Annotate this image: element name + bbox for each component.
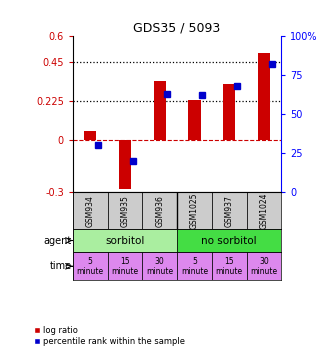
Text: no sorbitol: no sorbitol [201,236,257,246]
Text: 30
minute: 30 minute [251,257,277,276]
Legend: log ratio, percentile rank within the sample: log ratio, percentile rank within the sa… [31,323,188,349]
Text: GSM1024: GSM1024 [260,192,268,229]
Bar [84,131,96,140]
Bar [247,192,281,229]
Bar [212,192,247,229]
Text: 30
minute: 30 minute [146,257,173,276]
Bar [212,252,247,280]
Text: GSM937: GSM937 [225,195,234,226]
Bar [108,252,142,280]
Bar [177,229,281,252]
Bar [119,140,131,189]
Bar [142,192,177,229]
Bar [177,252,212,280]
Bar [73,192,108,229]
Bar [73,252,108,280]
Bar [73,229,177,252]
Bar [108,192,142,229]
Bar [223,85,235,140]
Bar [258,53,270,140]
Text: 5
minute: 5 minute [77,257,104,276]
Text: sorbitol: sorbitol [105,236,145,246]
Bar [247,252,281,280]
Text: GSM934: GSM934 [86,195,95,226]
Text: GSM936: GSM936 [155,195,164,226]
Text: agent: agent [44,236,72,246]
Text: 5
minute: 5 minute [181,257,208,276]
Text: 15
minute: 15 minute [216,257,243,276]
Bar [177,192,212,229]
Text: time: time [50,261,72,271]
Title: GDS35 / 5093: GDS35 / 5093 [133,21,221,35]
Bar [142,252,177,280]
Text: GSM935: GSM935 [120,195,129,226]
Text: 15
minute: 15 minute [112,257,138,276]
Bar [154,81,166,140]
Text: GSM1025: GSM1025 [190,192,199,229]
Bar [188,100,201,140]
